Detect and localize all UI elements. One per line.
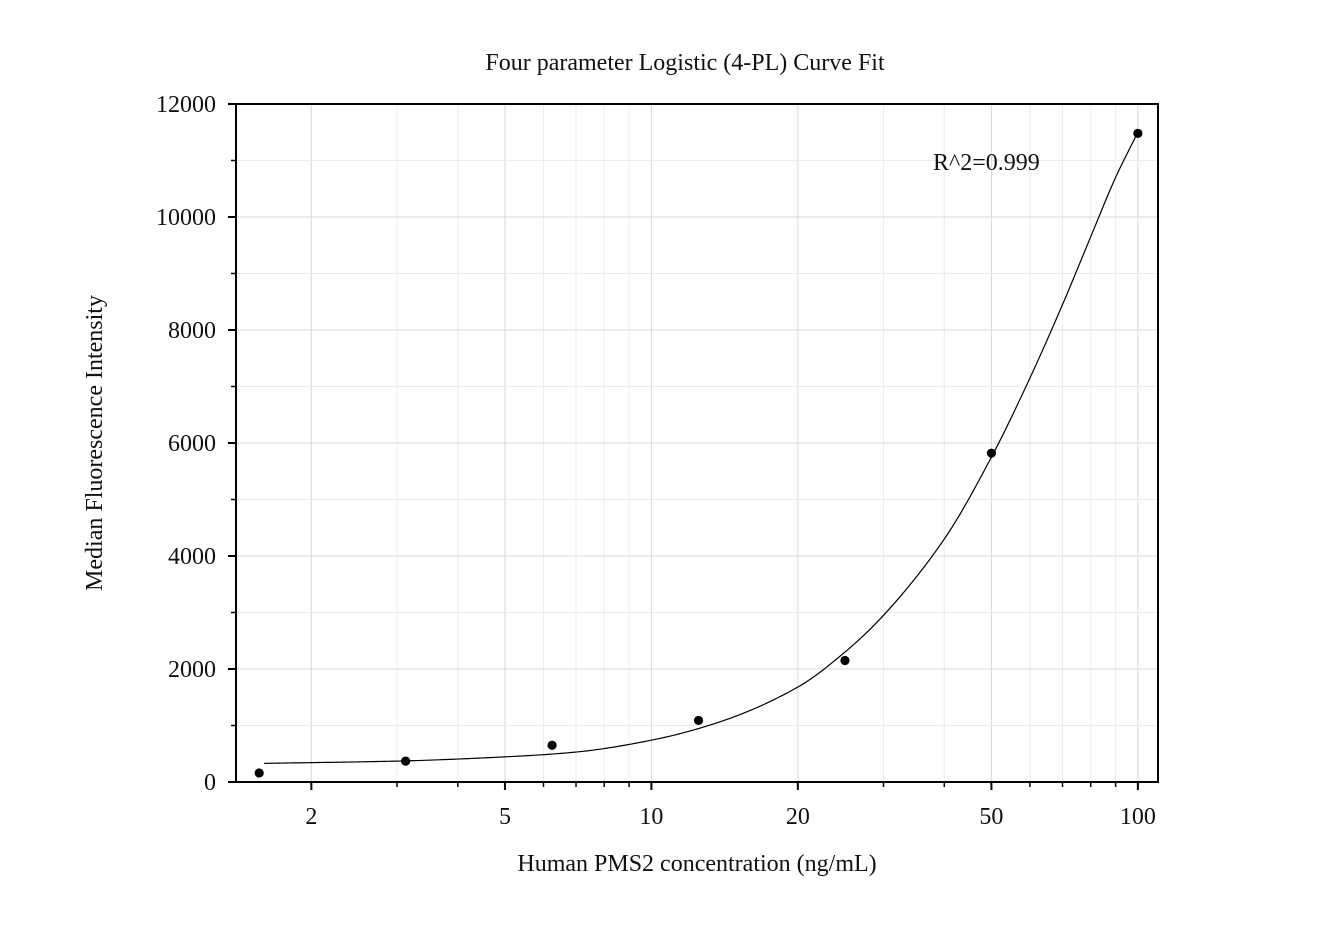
- data-point: [401, 756, 411, 766]
- data-point: [547, 740, 557, 750]
- y-tick-label: 8000: [168, 318, 216, 344]
- y-tick-label: 6000: [168, 431, 216, 457]
- x-tick-label: 50: [979, 804, 1003, 830]
- x-tick-label: 100: [1120, 804, 1156, 830]
- data-point: [840, 655, 850, 666]
- y-axis: 0 2000 4000 6000 8000 10000 12000: [156, 92, 236, 796]
- y-tick-label: 12000: [156, 92, 216, 118]
- data-point: [986, 448, 997, 458]
- data-points: [254, 128, 1143, 778]
- x-tick-label: 2: [305, 804, 317, 830]
- data-point: [254, 768, 264, 778]
- x-tick-label: 10: [639, 804, 663, 830]
- r-squared-annotation: R^2=0.999: [933, 150, 1040, 176]
- x-tick-label: 20: [786, 804, 810, 830]
- y-tick-label: 2000: [168, 657, 216, 683]
- y-tick-label: 4000: [168, 544, 216, 570]
- y-tick-label: 0: [204, 770, 216, 796]
- grid: [236, 104, 1158, 782]
- chart-title: Four parameter Logistic (4-PL) Curve Fit: [485, 50, 885, 76]
- x-axis-label: Human PMS2 concentration (ng/mL): [517, 851, 876, 877]
- y-tick-label: 10000: [156, 205, 216, 231]
- data-point: [693, 715, 704, 726]
- x-axis: 2 5 10 20 50 100: [305, 782, 1156, 830]
- y-axis-label: Median Fluorescence Intensity: [82, 295, 108, 591]
- x-tick-label: 5: [499, 804, 511, 830]
- data-point: [1133, 128, 1143, 138]
